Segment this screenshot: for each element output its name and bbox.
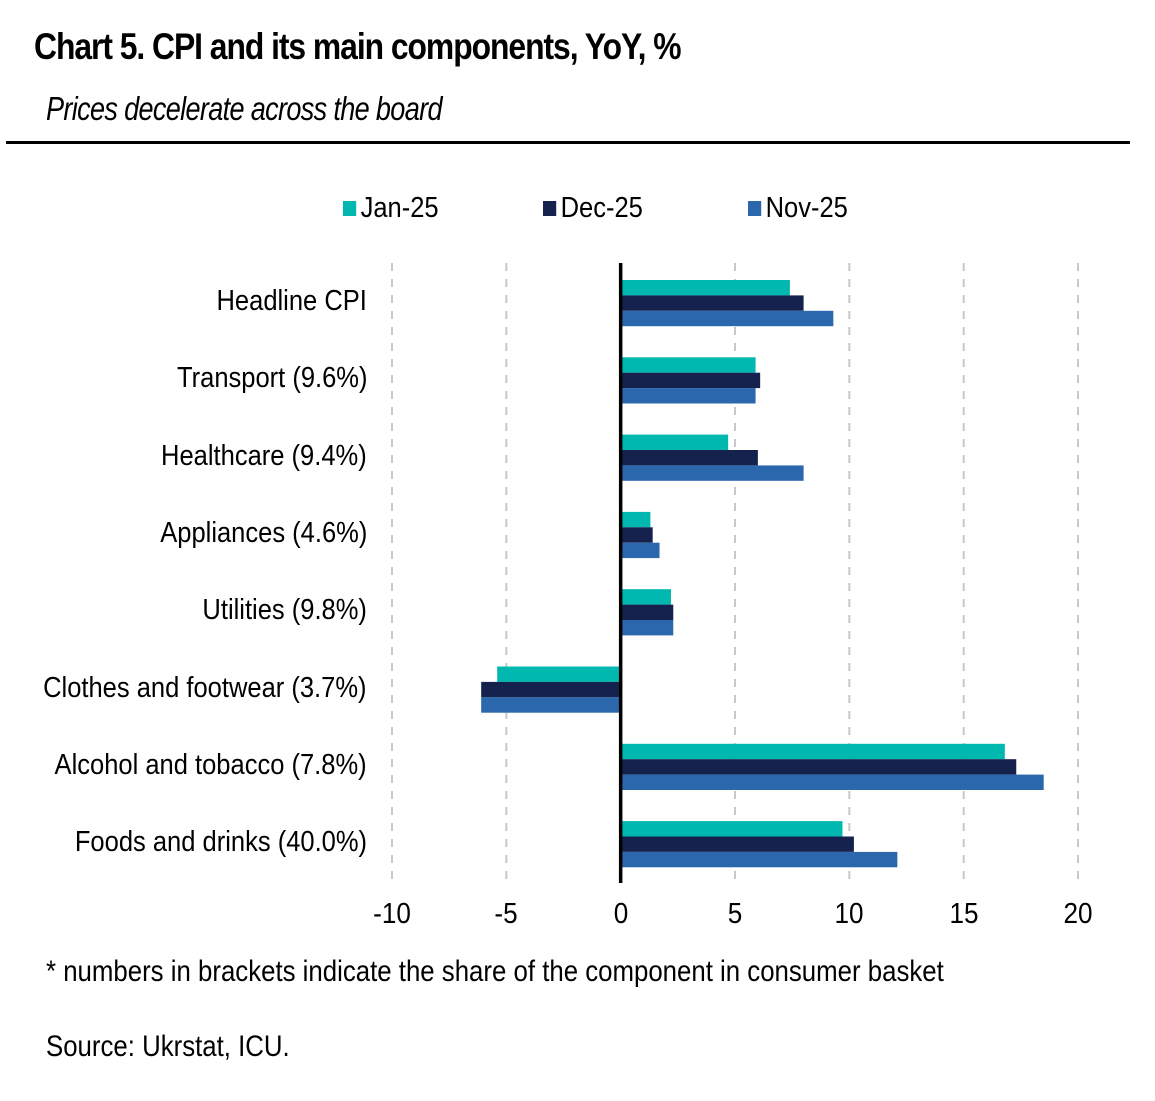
bar-dec-25 xyxy=(620,450,758,466)
category-label: Healthcare (9.4%) xyxy=(161,439,367,472)
bar-dec-25 xyxy=(620,527,653,543)
bar-jan-25 xyxy=(620,821,843,837)
bar-jan-25 xyxy=(620,434,729,450)
bar-nov-25 xyxy=(620,465,804,481)
legend-item-nov-25: Nov-25 xyxy=(748,192,848,225)
category-label: Utilities (9.8%) xyxy=(202,594,367,627)
legend-label: Nov-25 xyxy=(765,192,848,224)
bar-jan-25 xyxy=(620,589,671,605)
bar-jan-25 xyxy=(620,743,1005,760)
footnote: * numbers in brackets indicate the share… xyxy=(46,955,944,988)
bar-nov-25 xyxy=(620,310,834,327)
title-divider xyxy=(6,141,1130,144)
legend-swatch xyxy=(343,201,357,216)
x-tick-label: 10 xyxy=(834,898,864,930)
chart-subtitle: Prices decelerate across the board xyxy=(46,90,443,127)
category-label: Clothes and footwear (3.7%) xyxy=(43,671,367,704)
bar-dec-25 xyxy=(620,759,1017,775)
bar-nov-25 xyxy=(481,697,621,713)
category-label: Appliances (4.6%) xyxy=(159,517,367,549)
bar-nov-25 xyxy=(620,620,674,636)
legend: Jan-25 Dec-25 Nov-25 xyxy=(0,192,1155,226)
legend-label: Jan-25 xyxy=(360,192,439,224)
bar-nov-25 xyxy=(620,542,660,559)
x-tick-label: 0 xyxy=(613,898,628,930)
bar-dec-25 xyxy=(481,681,621,698)
bar-jan-25 xyxy=(497,666,621,682)
legend-item-dec-25: Dec-25 xyxy=(543,192,643,225)
legend-swatch xyxy=(748,201,762,216)
bar-dec-25 xyxy=(620,604,674,620)
chart-title: Chart 5. CPI and its main components, Yo… xyxy=(34,26,682,67)
x-tick-label: -5 xyxy=(494,898,518,930)
bar-nov-25 xyxy=(620,774,1044,790)
bar-nov-25 xyxy=(620,851,898,868)
legend-swatch xyxy=(543,201,557,216)
bar-dec-25 xyxy=(620,295,804,311)
category-label: Transport (9.6%) xyxy=(176,362,367,395)
x-tick-label: 20 xyxy=(1063,898,1093,930)
x-tick-label: -10 xyxy=(373,898,411,930)
source-note: Source: Ukrstat, ICU. xyxy=(46,1030,290,1063)
bar-dec-25 xyxy=(620,372,761,389)
bar-nov-25 xyxy=(620,388,756,404)
category-label: Foods and drinks (40.0%) xyxy=(74,826,367,859)
category-label: Alcohol and tobacco (7.8%) xyxy=(54,748,367,781)
bars xyxy=(481,280,1044,868)
bar-jan-25 xyxy=(620,280,790,296)
legend-label: Dec-25 xyxy=(560,192,643,224)
x-tick-label: 5 xyxy=(727,898,743,930)
legend-item-jan-25: Jan-25 xyxy=(343,192,439,225)
category-label: Headline CPI xyxy=(216,285,367,318)
bar-jan-25 xyxy=(620,357,756,373)
bar-dec-25 xyxy=(620,836,854,852)
x-tick-label: 15 xyxy=(949,898,979,930)
bar-jan-25 xyxy=(620,511,651,528)
